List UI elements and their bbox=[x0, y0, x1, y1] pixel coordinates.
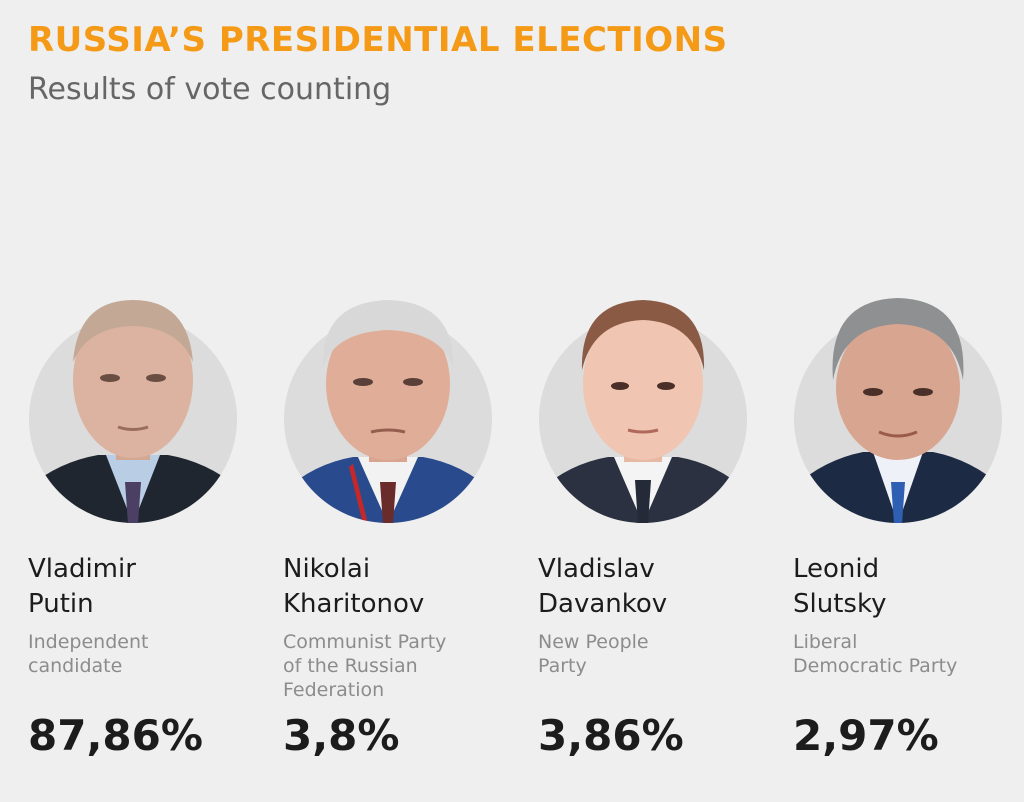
candidate-result: 3,86% bbox=[538, 711, 684, 760]
party-line: Independent bbox=[28, 631, 149, 653]
party-line: Democratic Party bbox=[793, 655, 958, 677]
candidate-portrait bbox=[28, 292, 238, 524]
candidate-portrait bbox=[538, 292, 748, 524]
candidate-name: Leonid Slutsky bbox=[793, 552, 1024, 622]
party-line: Party bbox=[538, 655, 587, 677]
candidate-first-name: Vladimir bbox=[28, 554, 136, 584]
candidate-party: Communist Party of the Russian Federatio… bbox=[283, 630, 523, 702]
candidate-first-name: Leonid bbox=[793, 554, 880, 584]
candidate-card-slutsky: Leonid Slutsky Liberal Democratic Party … bbox=[793, 292, 1024, 760]
candidate-name: Nikolai Kharitonov bbox=[283, 552, 523, 622]
portrait-kharitonov-image bbox=[284, 300, 492, 523]
candidate-first-name: Vladislav bbox=[538, 554, 655, 584]
candidate-name: Vladimir Putin bbox=[28, 552, 268, 622]
page-title: RUSSIA’S PRESIDENTIAL ELECTIONS bbox=[28, 20, 728, 60]
candidate-portrait bbox=[793, 292, 1003, 524]
candidate-portrait bbox=[283, 292, 493, 524]
candidate-result: 87,86% bbox=[28, 711, 203, 760]
party-line: Federation bbox=[283, 679, 385, 701]
candidate-party: New People Party bbox=[538, 630, 778, 702]
candidate-card-kharitonov: Nikolai Kharitonov Communist Party of th… bbox=[283, 292, 523, 760]
party-line: Liberal bbox=[793, 631, 858, 653]
party-line: candidate bbox=[28, 655, 123, 677]
candidate-card-putin: Vladimir Putin Independent candidate 87,… bbox=[28, 292, 268, 760]
portrait-slutsky-image bbox=[794, 298, 1002, 523]
candidate-last-name: Putin bbox=[28, 589, 94, 619]
candidate-last-name: Slutsky bbox=[793, 589, 887, 619]
page-subtitle: Results of vote counting bbox=[28, 72, 392, 107]
party-line: of the Russian bbox=[283, 655, 418, 677]
candidate-result: 3,8% bbox=[283, 711, 400, 760]
party-line: Communist Party bbox=[283, 631, 447, 653]
candidate-last-name: Kharitonov bbox=[283, 589, 425, 619]
candidate-name: Vladislav Davankov bbox=[538, 552, 778, 622]
candidate-party: Independent candidate bbox=[28, 630, 268, 702]
portrait-davankov-image bbox=[539, 300, 747, 523]
party-line: New People bbox=[538, 631, 649, 653]
candidate-last-name: Davankov bbox=[538, 589, 668, 619]
candidate-first-name: Nikolai bbox=[283, 554, 371, 584]
candidate-party: Liberal Democratic Party bbox=[793, 630, 1024, 702]
portrait-putin-image bbox=[29, 300, 237, 523]
candidate-result: 2,97% bbox=[793, 711, 939, 760]
candidate-card-davankov: Vladislav Davankov New People Party 3,86… bbox=[538, 292, 778, 760]
